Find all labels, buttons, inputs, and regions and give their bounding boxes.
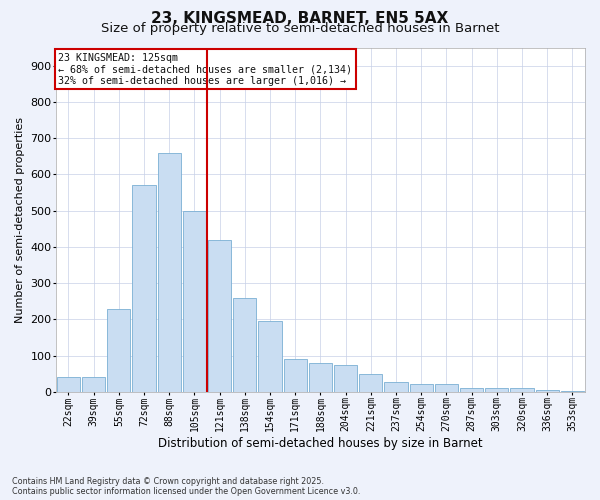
X-axis label: Distribution of semi-detached houses by size in Barnet: Distribution of semi-detached houses by … xyxy=(158,437,483,450)
Bar xyxy=(561,391,584,392)
Bar xyxy=(536,390,559,392)
Bar xyxy=(158,152,181,392)
Bar xyxy=(107,308,130,392)
Bar xyxy=(435,384,458,392)
Bar xyxy=(511,388,533,392)
Bar xyxy=(334,365,357,392)
Text: Contains HM Land Registry data © Crown copyright and database right 2025.
Contai: Contains HM Land Registry data © Crown c… xyxy=(12,476,361,496)
Bar xyxy=(359,374,382,392)
Bar xyxy=(183,210,206,392)
Bar xyxy=(410,384,433,392)
Bar xyxy=(485,388,508,392)
Bar xyxy=(460,388,483,392)
Text: 23, KINGSMEAD, BARNET, EN5 5AX: 23, KINGSMEAD, BARNET, EN5 5AX xyxy=(151,11,449,26)
Bar xyxy=(385,382,407,392)
Bar xyxy=(82,377,105,392)
Bar xyxy=(259,322,281,392)
Bar xyxy=(57,377,80,392)
Text: 23 KINGSMEAD: 125sqm
← 68% of semi-detached houses are smaller (2,134)
32% of se: 23 KINGSMEAD: 125sqm ← 68% of semi-detac… xyxy=(58,52,352,86)
Bar xyxy=(133,186,155,392)
Y-axis label: Number of semi-detached properties: Number of semi-detached properties xyxy=(15,117,25,323)
Text: Size of property relative to semi-detached houses in Barnet: Size of property relative to semi-detach… xyxy=(101,22,499,35)
Bar xyxy=(309,363,332,392)
Bar xyxy=(208,240,231,392)
Bar xyxy=(284,360,307,392)
Bar xyxy=(233,298,256,392)
